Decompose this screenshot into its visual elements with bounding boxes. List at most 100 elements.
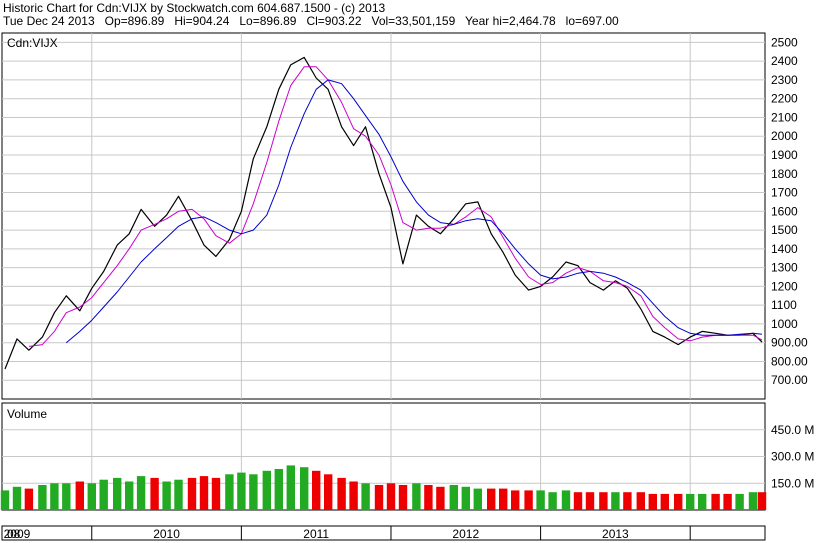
volume-bar xyxy=(398,485,408,510)
price-y-axis: 2500 2400 2300 2200 2100 2000 1900 1800 1700 1600… xyxy=(771,35,808,387)
volume-bar xyxy=(312,470,321,510)
volume-y-axis: 450.0 M 300.0 M 150.0 M xyxy=(771,423,814,491)
price-panel-frame xyxy=(1,32,766,400)
volume-bar xyxy=(499,488,508,510)
volume-bar xyxy=(12,486,22,510)
volume-bar xyxy=(99,479,108,510)
volume-bar xyxy=(599,492,608,510)
volume-bar xyxy=(449,485,458,510)
price-lines xyxy=(4,56,763,370)
volume-bar xyxy=(0,490,10,510)
volume-bar xyxy=(436,486,445,510)
volume-bar xyxy=(585,492,595,510)
x-tick-label: 2009 xyxy=(4,527,31,541)
volume-bar xyxy=(711,493,720,510)
price-tick-label: 1300 xyxy=(771,261,798,275)
price-tick-label: 2500 xyxy=(771,35,798,49)
x-tick-label: 08 xyxy=(7,527,21,541)
x-tick-label: 2011 xyxy=(303,527,329,541)
volume-tick-label: 150.0 M xyxy=(771,476,814,490)
volume-bar xyxy=(611,492,620,510)
volume-tick-label: 300.0 M xyxy=(771,450,814,464)
price-tick-label: 1000 xyxy=(771,317,798,331)
volume-bar xyxy=(38,485,47,510)
volume-bar xyxy=(199,476,209,510)
price-tick-label: 700.00 xyxy=(771,373,808,387)
volume-bar xyxy=(24,488,34,510)
volume-bar xyxy=(723,493,732,510)
series-line-ma_long xyxy=(65,79,763,344)
volume-bar xyxy=(412,483,421,511)
volume-bars xyxy=(0,465,767,511)
volume-bar xyxy=(548,492,557,510)
price-grid xyxy=(2,33,765,399)
volume-bar xyxy=(361,483,370,511)
volume-bar xyxy=(125,481,134,510)
volume-bar xyxy=(249,474,258,510)
volume-bar xyxy=(374,485,384,510)
price-tick-label: 2100 xyxy=(771,110,798,124)
volume-tick-label: 450.0 M xyxy=(771,423,814,437)
volume-bar xyxy=(211,477,221,510)
volume-bar xyxy=(136,476,146,510)
x-tick-label: 2012 xyxy=(452,527,479,541)
chart-header-title: Historic Chart for Cdn:VIJX by Stockwatc… xyxy=(3,1,386,15)
price-tick-label: 1900 xyxy=(771,148,798,162)
volume-bar xyxy=(698,493,707,510)
price-tick-label: 1100 xyxy=(771,298,797,312)
volume-bar xyxy=(174,479,183,510)
volume-bar xyxy=(349,481,358,510)
volume-panel-title: Volume xyxy=(7,407,47,421)
volume-bar xyxy=(424,485,433,510)
volume-bar xyxy=(237,472,246,510)
volume-bar xyxy=(511,490,520,510)
volume-bar xyxy=(636,492,645,510)
price-tick-label: 1400 xyxy=(771,242,798,256)
volume-bar xyxy=(300,467,309,510)
volume-bar xyxy=(524,490,533,510)
volume-bar xyxy=(623,492,632,510)
volume-bar xyxy=(487,488,496,510)
price-tick-label: 900.00 xyxy=(771,336,808,350)
volume-bar xyxy=(461,486,470,510)
price-panel: 2500 2400 2300 2200 2100 2000 1900 1800 1700 1600… xyxy=(1,32,808,400)
x-tick-label: 2013 xyxy=(602,527,629,541)
volume-bar xyxy=(150,477,159,510)
volume-bar xyxy=(113,477,122,510)
volume-bar xyxy=(87,483,96,511)
x-axis-frame xyxy=(1,525,766,541)
chart-header-quote: Tue Dec 24 2013 Op=896.89 Hi=904.24 Lo=8… xyxy=(3,14,619,28)
price-tick-label: 1500 xyxy=(771,223,798,237)
volume-panel: 450.0 M 300.0 M 150.0 M Volume xyxy=(0,402,814,511)
volume-bar xyxy=(187,477,197,510)
volume-bar xyxy=(686,493,695,510)
volume-bar xyxy=(286,465,295,510)
price-tick-label: 2400 xyxy=(771,54,798,68)
price-tick-label: 1700 xyxy=(771,186,798,200)
volume-bar xyxy=(735,493,744,510)
volume-bar xyxy=(674,493,683,510)
volume-bar xyxy=(648,493,657,510)
x-tick-label: 2010 xyxy=(153,527,180,541)
price-panel-title: Cdn:VIJX xyxy=(7,36,58,50)
volume-bar xyxy=(473,488,482,510)
volume-bar xyxy=(62,483,71,511)
price-tick-label: 1600 xyxy=(771,204,798,218)
volume-bar xyxy=(50,483,59,511)
volume-bar xyxy=(75,481,84,510)
volume-bar xyxy=(262,470,271,510)
volume-bar xyxy=(162,481,171,510)
price-tick-label: 1200 xyxy=(771,279,798,293)
volume-bar xyxy=(748,492,758,510)
volume-bar xyxy=(757,492,767,510)
volume-bar xyxy=(561,490,571,510)
price-tick-label: 2000 xyxy=(771,129,798,143)
price-tick-label: 2200 xyxy=(771,92,798,106)
price-tick-label: 2300 xyxy=(771,73,798,87)
volume-bar xyxy=(324,474,333,510)
series-line-ma_short xyxy=(28,66,763,347)
volume-bar xyxy=(573,492,583,510)
volume-bar xyxy=(225,474,234,510)
